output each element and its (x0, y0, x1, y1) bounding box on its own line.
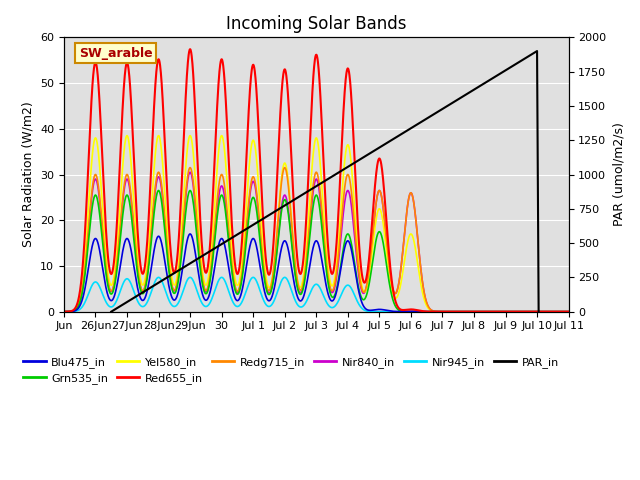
Text: SW_arable: SW_arable (79, 47, 153, 60)
Y-axis label: PAR (umol/m2/s): PAR (umol/m2/s) (612, 122, 625, 227)
Legend: Blu475_in, Grn535_in, Yel580_in, Red655_in, Redg715_in, Nir840_in, Nir945_in, PA: Blu475_in, Grn535_in, Yel580_in, Red655_… (19, 352, 563, 388)
Title: Incoming Solar Bands: Incoming Solar Bands (226, 15, 406, 33)
Y-axis label: Solar Radiation (W/m2): Solar Radiation (W/m2) (22, 102, 35, 247)
